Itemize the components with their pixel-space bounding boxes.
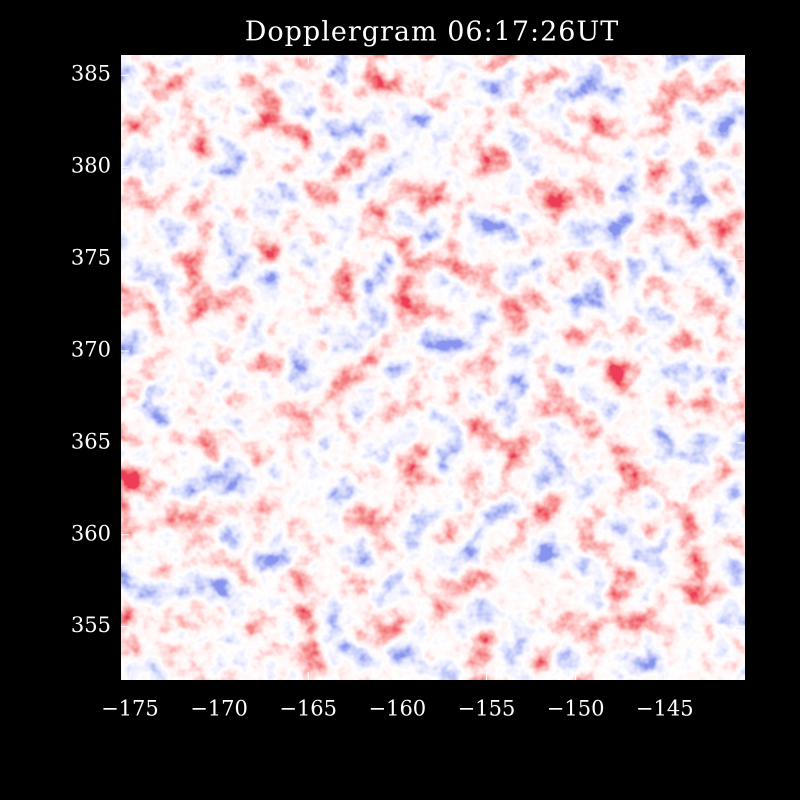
chart-title: Dopplergram 06:17:26UT	[245, 17, 620, 48]
x-tick-label: −145	[636, 697, 694, 721]
y-tick-label: 385	[71, 62, 111, 86]
y-tick-label: 355	[71, 613, 111, 637]
y-tick-label: 375	[71, 246, 111, 270]
x-tick-label: −170	[190, 697, 248, 721]
y-tick-label: 380	[71, 154, 111, 178]
doppler-image	[121, 55, 745, 680]
y-tick-label: 360	[71, 521, 111, 545]
x-tick-label: −155	[458, 697, 516, 721]
x-tick-label: −150	[547, 697, 605, 721]
x-tick-label: −165	[279, 697, 337, 721]
y-tick-label: 365	[71, 429, 111, 453]
x-tick-label: −160	[368, 697, 426, 721]
x-tick-label: −175	[101, 697, 159, 721]
y-tick-label: 370	[71, 337, 111, 361]
